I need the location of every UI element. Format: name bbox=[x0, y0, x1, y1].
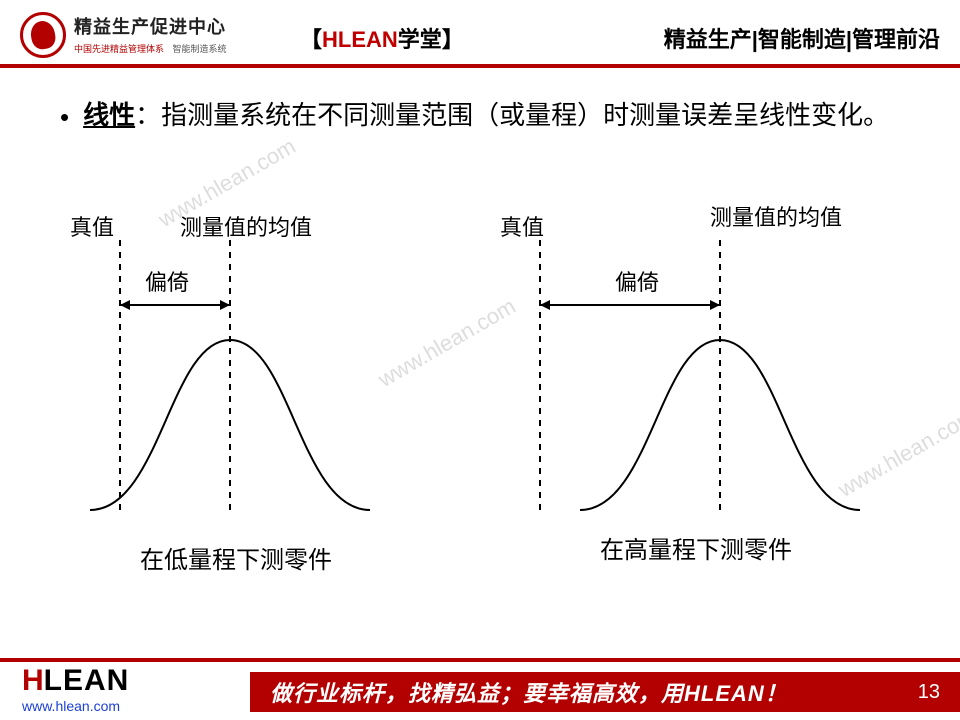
caption-high: 在高量程下测零件 bbox=[600, 530, 792, 565]
footer-bar: 做行业标杆，找精弘益；要幸福高效，用HLEAN！ 13 bbox=[250, 672, 960, 712]
org-title: 精益生产促进中心 bbox=[74, 13, 226, 39]
header: 精益生产促进中心 中国先进精益管理体系 智能制造系统 【HLEAN学堂】 精益生… bbox=[0, 0, 960, 64]
header-divider bbox=[0, 64, 960, 68]
definition: ：指测量系统在不同测量范围（或量程）时测量误差呈线性变化。 bbox=[135, 100, 889, 130]
bullet-icon: • bbox=[60, 97, 69, 137]
page-number: 13 bbox=[918, 681, 940, 704]
diagram-high-range: 真值 测量值的均值 偏倚 在高量程下测零件 bbox=[500, 210, 900, 570]
footer-logo-h: H bbox=[22, 664, 44, 697]
diagram-area: 真值 测量值的均值 偏倚 在低量程下测零件 真值 测量值的均值 偏倚 bbox=[60, 210, 900, 580]
bracket-r: 】 bbox=[442, 27, 464, 52]
label-bias: 偏倚 bbox=[615, 265, 659, 297]
content: • 线性：指测量系统在不同测量范围（或量程）时测量误差呈线性变化。 bbox=[60, 95, 900, 135]
label-true-value: 真值 bbox=[70, 210, 114, 242]
diagram-low-range: 真值 测量值的均值 偏倚 在低量程下测零件 bbox=[60, 210, 460, 570]
header-right: 精益生产|智能制造|管理前沿 bbox=[664, 22, 940, 54]
org-sub1: 中国先进精益管理体系 bbox=[74, 44, 164, 54]
label-mean-value: 测量值的均值 bbox=[710, 200, 842, 232]
label-mean-value: 测量值的均值 bbox=[180, 210, 312, 242]
footer: HLEAN www.hlean.com 做行业标杆，找精弘益；要幸福高效，用HL… bbox=[0, 658, 960, 720]
brand-name: HLEAN bbox=[322, 27, 398, 52]
label-bias: 偏倚 bbox=[145, 265, 189, 297]
definition-row: • 线性：指测量系统在不同测量范围（或量程）时测量误差呈线性变化。 bbox=[60, 95, 900, 135]
bracket-l: 【 bbox=[300, 27, 322, 52]
brand-cn: 学堂 bbox=[398, 27, 442, 52]
logo-mark-icon bbox=[20, 12, 66, 58]
caption-low: 在低量程下测零件 bbox=[140, 540, 332, 575]
org-logo: 精益生产促进中心 中国先进精益管理体系 智能制造系统 bbox=[20, 12, 226, 58]
footer-logo: HLEAN bbox=[22, 664, 129, 698]
curve-svg-right bbox=[500, 210, 920, 530]
org-sub2: 智能制造系统 bbox=[172, 44, 226, 54]
curve-svg-left bbox=[60, 210, 460, 530]
footer-url: www.hlean.com bbox=[22, 698, 120, 714]
footer-slogan: 做行业标杆，找精弘益；要幸福高效，用HLEAN！ bbox=[270, 676, 788, 708]
label-true-value: 真值 bbox=[500, 210, 544, 242]
footer-divider bbox=[0, 658, 960, 662]
footer-logo-lean: LEAN bbox=[44, 664, 130, 697]
header-center: 【HLEAN学堂】 bbox=[300, 22, 464, 54]
term: 线性 bbox=[83, 100, 135, 130]
